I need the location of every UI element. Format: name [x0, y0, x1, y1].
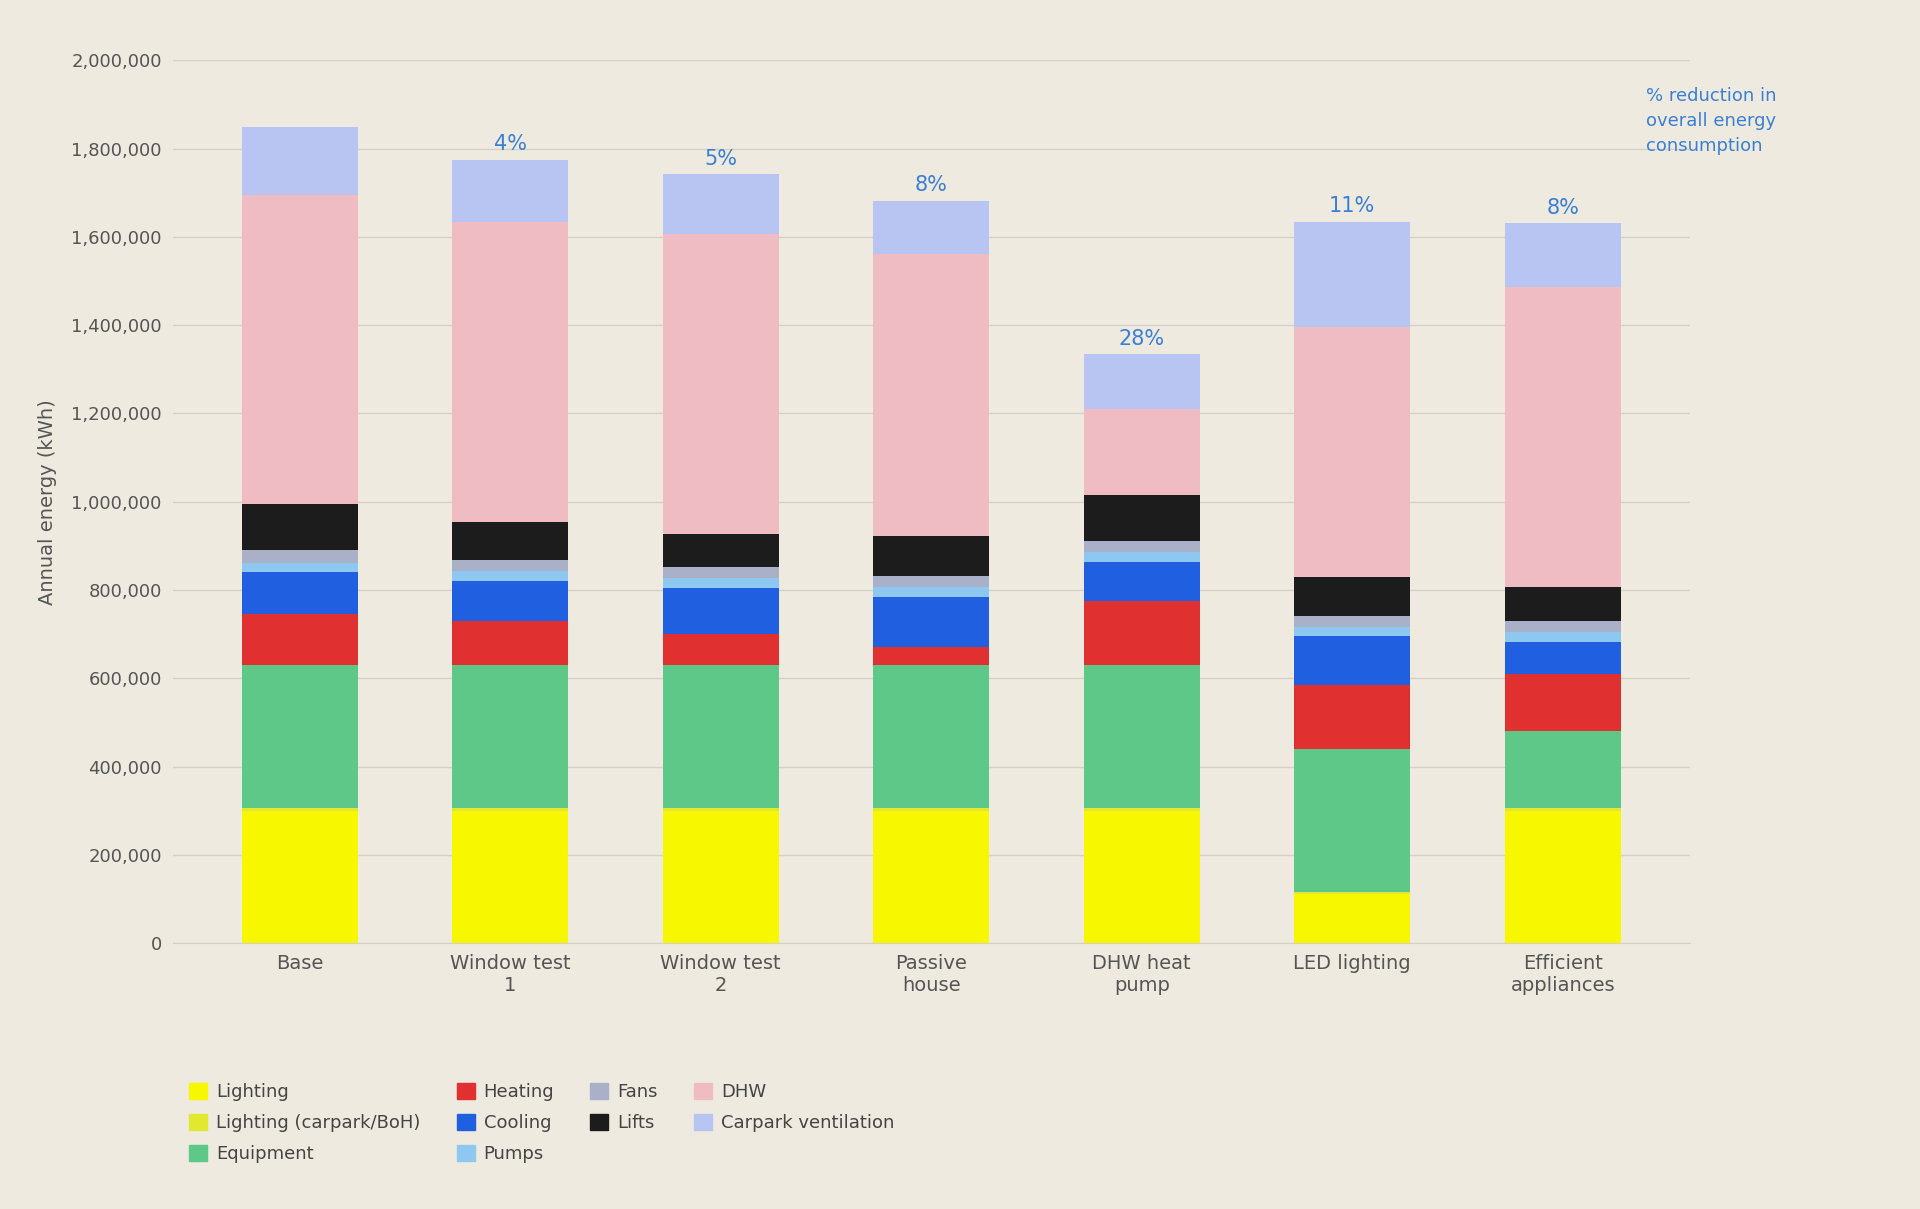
Bar	[874, 201, 989, 254]
Bar	[1505, 632, 1620, 642]
Bar	[242, 614, 357, 665]
Legend: Lighting, Lighting (carpark/BoH), Equipment, Heating, Cooling, Pumps, Fans, Lift: Lighting, Lighting (carpark/BoH), Equipm…	[182, 1076, 902, 1170]
Bar	[1083, 542, 1200, 553]
Text: 28%: 28%	[1119, 329, 1165, 348]
Bar	[1083, 553, 1200, 562]
Bar	[242, 562, 357, 572]
Bar	[662, 634, 780, 665]
Bar	[242, 195, 357, 504]
Y-axis label: Annual energy (kWh): Annual energy (kWh)	[38, 399, 58, 604]
Bar	[874, 811, 989, 943]
Bar	[453, 621, 568, 665]
Bar	[453, 521, 568, 561]
Bar	[242, 550, 357, 562]
Bar	[662, 588, 780, 634]
Bar	[242, 572, 357, 614]
Bar	[1083, 601, 1200, 665]
Bar	[1505, 731, 1620, 809]
Bar	[1294, 684, 1409, 748]
Bar	[874, 586, 989, 596]
Bar	[662, 665, 780, 809]
Bar	[1083, 809, 1200, 811]
Bar	[1505, 811, 1620, 943]
Bar	[1083, 811, 1200, 943]
Bar	[1083, 562, 1200, 601]
Bar	[453, 665, 568, 809]
Bar	[453, 811, 568, 943]
Bar	[242, 811, 357, 943]
Bar	[874, 536, 989, 575]
Bar	[874, 596, 989, 647]
Bar	[1505, 222, 1620, 287]
Bar	[662, 174, 780, 233]
Bar	[1083, 665, 1200, 809]
Bar	[874, 809, 989, 811]
Bar	[242, 127, 357, 195]
Bar	[1505, 287, 1620, 586]
Bar	[1294, 577, 1409, 615]
Bar	[1083, 496, 1200, 542]
Bar	[453, 160, 568, 221]
Bar	[453, 221, 568, 521]
Bar	[453, 561, 568, 572]
Bar	[242, 809, 357, 811]
Bar	[1294, 636, 1409, 684]
Bar	[662, 809, 780, 811]
Bar	[874, 665, 989, 809]
Text: 8%: 8%	[1546, 197, 1578, 218]
Text: 4%: 4%	[493, 134, 526, 155]
Bar	[453, 809, 568, 811]
Bar	[1505, 642, 1620, 673]
Bar	[1294, 748, 1409, 892]
Bar	[662, 534, 780, 567]
Text: 11%: 11%	[1329, 196, 1375, 216]
Bar	[662, 578, 780, 588]
Bar	[453, 582, 568, 621]
Bar	[242, 504, 357, 550]
Bar	[1294, 626, 1409, 636]
Bar	[662, 233, 780, 534]
Bar	[1294, 221, 1409, 328]
Bar	[1505, 621, 1620, 632]
Bar	[874, 575, 989, 586]
Bar	[1294, 895, 1409, 943]
Bar	[242, 665, 357, 809]
Bar	[1505, 586, 1620, 621]
Bar	[662, 567, 780, 578]
Text: 5%: 5%	[705, 149, 737, 169]
Bar	[1505, 673, 1620, 731]
Text: 8%: 8%	[914, 175, 948, 196]
Bar	[662, 811, 780, 943]
Bar	[1294, 892, 1409, 895]
Bar	[874, 254, 989, 536]
Bar	[1083, 409, 1200, 496]
Bar	[453, 572, 568, 582]
Bar	[1294, 615, 1409, 626]
Bar	[1083, 354, 1200, 409]
Bar	[1505, 809, 1620, 811]
Bar	[1294, 328, 1409, 577]
Text: % reduction in
overall energy
consumption: % reduction in overall energy consumptio…	[1645, 87, 1776, 155]
Bar	[874, 647, 989, 665]
